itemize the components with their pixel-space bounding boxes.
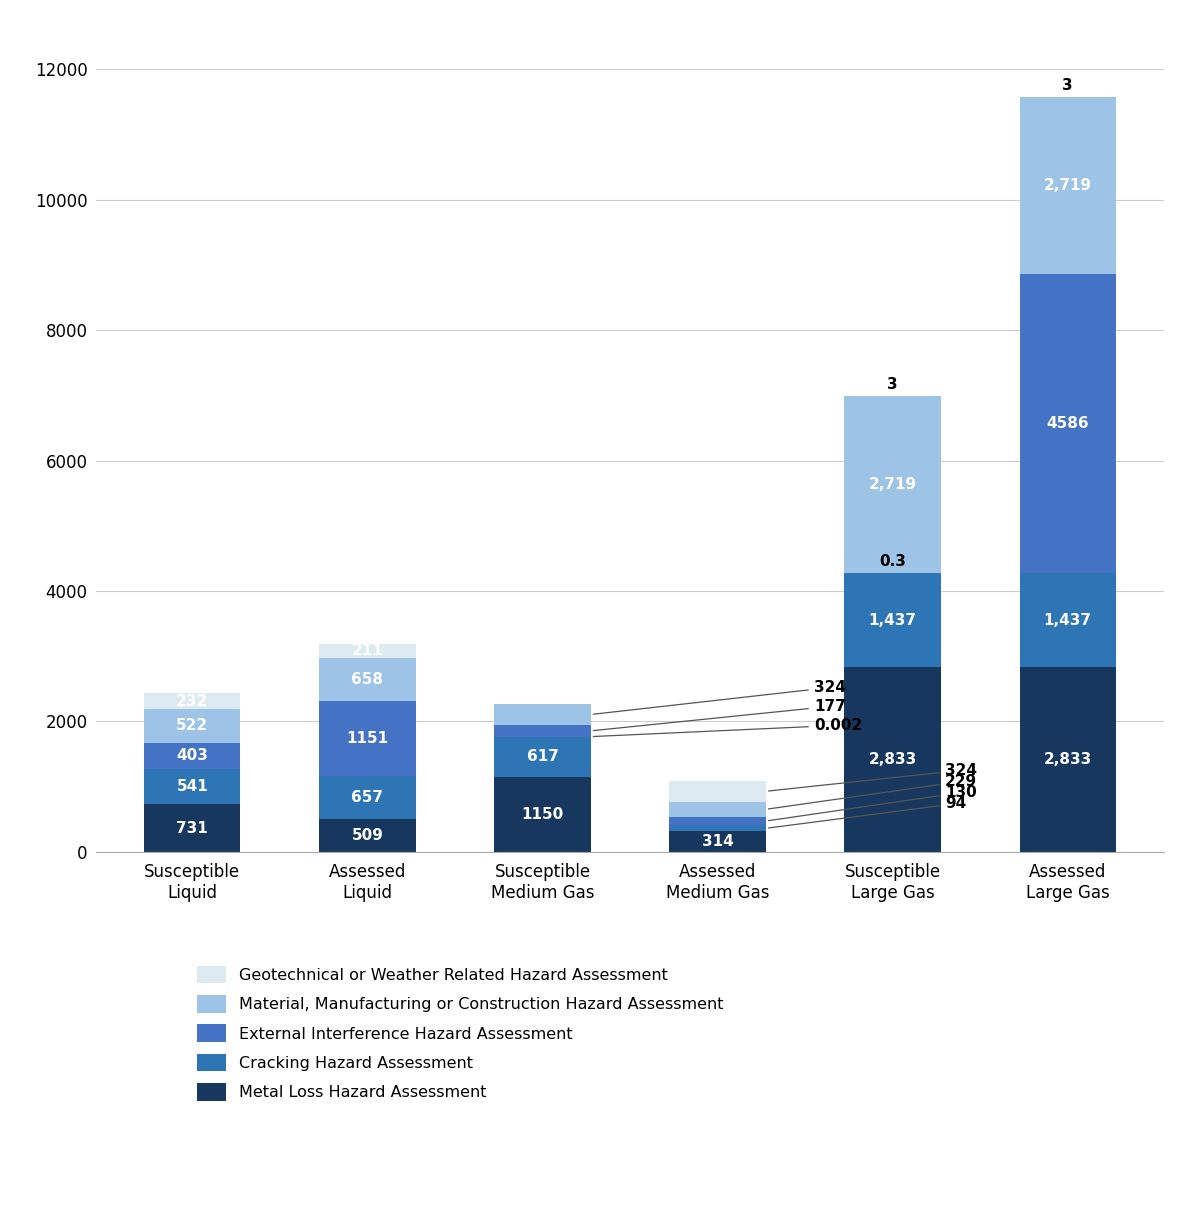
Text: 657: 657 — [352, 790, 383, 804]
Text: 617: 617 — [527, 750, 558, 764]
Text: 2,833: 2,833 — [1044, 752, 1092, 767]
Text: 541: 541 — [176, 779, 208, 793]
Bar — [845, 396, 941, 573]
Bar — [670, 831, 766, 852]
Bar — [319, 776, 415, 819]
Bar — [494, 776, 590, 852]
Text: 130: 130 — [768, 785, 977, 820]
Bar — [670, 825, 766, 831]
Text: 211: 211 — [352, 644, 383, 658]
Text: 324: 324 — [768, 763, 977, 791]
Bar — [144, 804, 240, 852]
Text: 509: 509 — [352, 828, 383, 843]
Text: 177: 177 — [593, 699, 846, 730]
Text: 1,437: 1,437 — [1044, 612, 1092, 628]
Bar — [144, 742, 240, 769]
Text: 1151: 1151 — [347, 730, 389, 746]
Bar — [1020, 573, 1116, 667]
Text: 314: 314 — [702, 834, 733, 849]
Bar — [319, 644, 415, 658]
Text: 522: 522 — [176, 718, 209, 733]
Text: 232: 232 — [176, 694, 209, 708]
Bar — [1020, 97, 1116, 274]
Legend: Geotechnical or Weather Related Hazard Assessment, Material, Manufacturing or Co: Geotechnical or Weather Related Hazard A… — [190, 958, 732, 1109]
Text: 0.3: 0.3 — [880, 555, 906, 570]
Bar — [319, 819, 415, 852]
Text: 229: 229 — [768, 774, 977, 809]
Bar — [144, 769, 240, 804]
Bar — [144, 694, 240, 708]
Text: 4586: 4586 — [1046, 416, 1090, 431]
Text: 1150: 1150 — [521, 807, 564, 821]
Text: 2,719: 2,719 — [869, 477, 917, 492]
Bar — [494, 725, 590, 736]
Text: 403: 403 — [176, 748, 209, 763]
Bar — [1020, 667, 1116, 852]
Bar — [144, 708, 240, 742]
Text: 731: 731 — [176, 820, 208, 836]
Bar — [670, 802, 766, 817]
Bar — [494, 703, 590, 725]
Bar — [319, 658, 415, 701]
Text: 3: 3 — [887, 377, 898, 392]
Bar — [1020, 274, 1116, 573]
Bar — [845, 667, 941, 852]
Bar — [319, 701, 415, 776]
Bar — [845, 573, 941, 667]
Text: 1,437: 1,437 — [869, 612, 917, 628]
Text: 658: 658 — [352, 672, 383, 686]
Text: 2,719: 2,719 — [1044, 178, 1092, 194]
Text: 94: 94 — [768, 796, 966, 828]
Text: 2,833: 2,833 — [869, 752, 917, 767]
Bar — [670, 781, 766, 802]
Text: 3: 3 — [1062, 78, 1073, 92]
Text: 324: 324 — [593, 680, 846, 714]
Text: 0.002: 0.002 — [593, 718, 862, 736]
Bar — [494, 736, 590, 776]
Bar — [670, 817, 766, 825]
